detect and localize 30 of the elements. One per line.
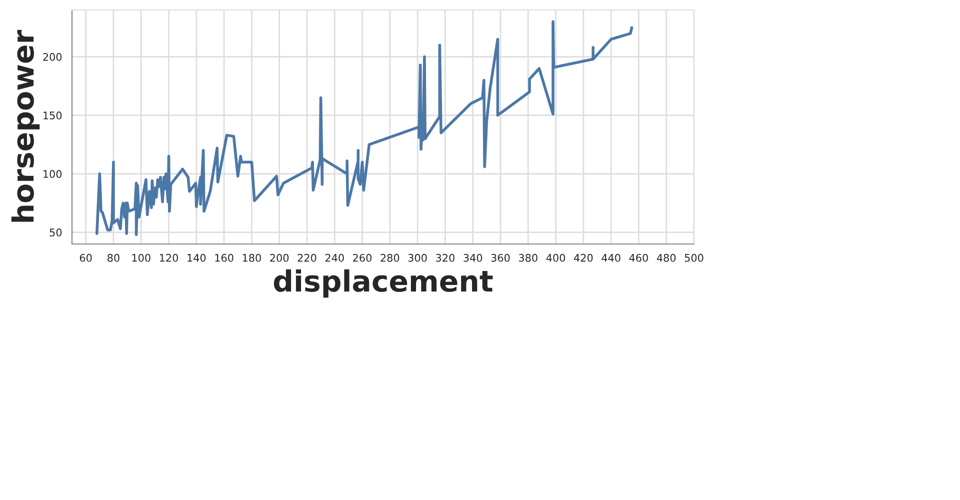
x-tick-label: 440: [602, 254, 620, 262]
x-tick-label: 200: [270, 254, 289, 262]
x-tick-label: 60: [80, 254, 92, 262]
x-tick-label: 500: [684, 254, 704, 262]
x-tick-label: 180: [242, 254, 261, 262]
x-tick-label: 380: [518, 254, 538, 262]
y-tick-label: 150: [44, 112, 62, 120]
x-tick-label: 340: [464, 254, 482, 262]
y-tick-label: 200: [43, 53, 62, 61]
x-tick-label: 480: [656, 254, 676, 262]
x-tick-label: 260: [353, 254, 372, 262]
line-series: [95, 20, 634, 236]
x-tick-label: 400: [546, 254, 566, 262]
x-tick-label: 320: [436, 254, 454, 262]
x-tick-label: 240: [325, 254, 344, 262]
y-tick-label: 50: [50, 228, 62, 236]
x-axis-title: displacement: [274, 269, 493, 298]
x-tick-label: 80: [108, 254, 120, 262]
x-tick-label: 280: [380, 254, 400, 262]
x-tick-label: 420: [574, 254, 593, 262]
y-tick-label: 100: [44, 170, 62, 178]
x-tick-label: 220: [298, 254, 316, 262]
x-tick-label: 300: [408, 254, 427, 262]
x-tick-label: 160: [215, 254, 234, 262]
x-tick-label: 460: [629, 254, 648, 262]
x-tick-label: 360: [491, 254, 510, 262]
x-tick-label: 100: [132, 254, 150, 262]
x-tick-label: 140: [188, 254, 206, 262]
x-tick-label: 120: [160, 254, 178, 262]
y-axis-title: horsepower: [11, 30, 40, 222]
